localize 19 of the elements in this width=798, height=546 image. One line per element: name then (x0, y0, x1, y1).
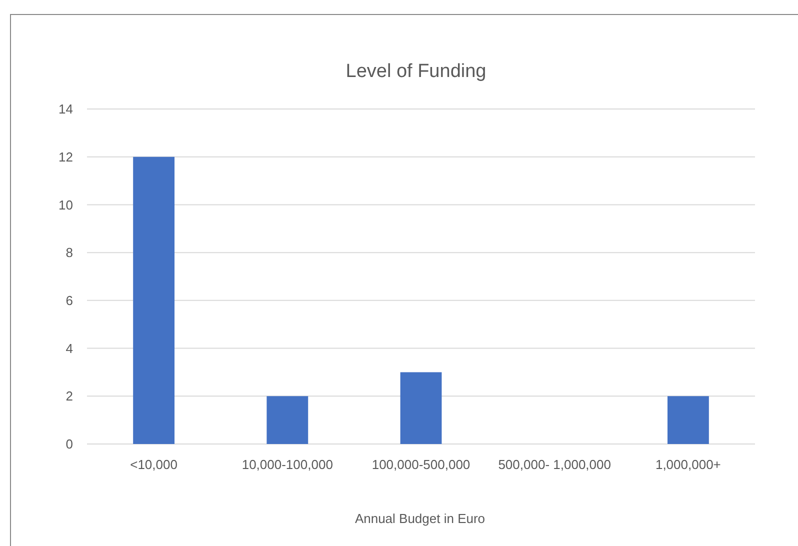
y-tick-label: 4 (66, 340, 73, 356)
x-tick-label: 500,000- 1,000,000 (498, 457, 611, 472)
y-tick-label: 6 (66, 292, 73, 308)
x-tick-label: 100,000-500,000 (372, 457, 470, 472)
bar (133, 156, 175, 444)
y-tick-label: 8 (66, 245, 73, 260)
bar (667, 396, 709, 444)
y-tick-label: 10 (58, 197, 73, 212)
y-tick-label: 2 (66, 388, 73, 404)
x-tick-label: 1,000,000+ (655, 457, 721, 472)
x-tick-label: <10,000 (130, 457, 178, 472)
y-tick-label: 12 (58, 149, 73, 164)
y-tick-label: 0 (66, 436, 73, 452)
y-tick-label: 14 (58, 102, 73, 117)
chart-title: Level of Funding (346, 61, 486, 82)
x-axis-title: Annual Budget in Euro (354, 511, 486, 526)
bar (400, 372, 442, 444)
bar (266, 396, 308, 444)
x-tick-label: 10,000-100,000 (242, 457, 333, 472)
